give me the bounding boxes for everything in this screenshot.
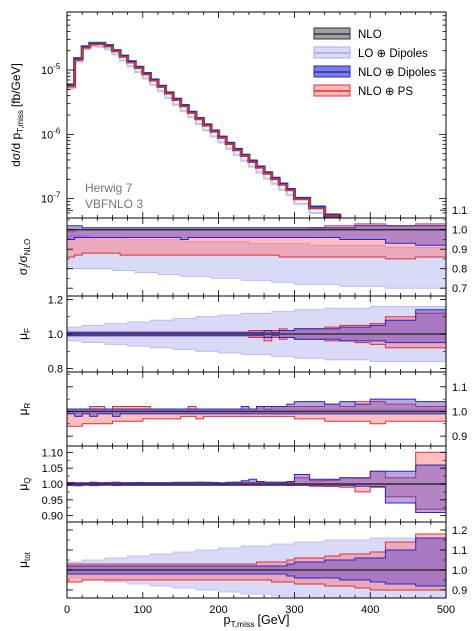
muQ_panel-y-tick-label: 1.00: [42, 479, 63, 491]
legend: NLO LO ⊕ Dipoles NLO ⊕ Dipoles NLO ⊕ PS: [313, 27, 436, 98]
main-annotation: Herwig 7: [85, 181, 133, 195]
ratio_panel-y-label: σi/σNLO: [16, 239, 32, 275]
ratio_panel-y-label-part: σ: [16, 267, 30, 275]
lo-dipoles-band: [67, 537, 446, 598]
mutot_panel: 0.9 1.0 1.1 1.2 μtot: [16, 521, 467, 599]
muF_panel-series: [67, 306, 446, 362]
legend-label: LO ⊕ Dipoles: [358, 48, 428, 60]
mutot_panel-y-label: μtot: [16, 551, 32, 568]
lo-dipoles-band: [67, 235, 446, 289]
x-tick-label: 400: [361, 604, 379, 616]
muQ_panel-y-label: μQ: [16, 477, 32, 490]
main-panel: 10-5 10-6 10-7 dσ/d pT,miss [fb/GeV] Herwig 7…: [9, 11, 447, 219]
mutot_panel-x-ticks: 0 100 200 300 400 500: [64, 522, 455, 616]
mutot_panel-y-tick-label: 1.1: [452, 545, 467, 557]
mutot_panel-y-label-part: tot: [23, 551, 32, 561]
mutot_panel-frame: [66, 521, 447, 599]
main-y-tick-exp: -6: [53, 126, 61, 135]
x-tick-label: 100: [134, 604, 152, 616]
ratio_panel-y-tick-label: 1.1: [452, 205, 467, 217]
ratio_panel-y-tick-label: 1.0: [452, 225, 467, 237]
muF_panel-y-tick-label: 1.2: [48, 294, 63, 306]
mutot_panel-series: [67, 533, 446, 598]
muF_panel-y-tick-label: 0.8: [48, 364, 63, 376]
main-y-label-sub: T,miss: [16, 110, 25, 133]
muQ_panel-y-tick-label: 1.10: [42, 447, 63, 459]
x-axis-label-unit: [GeV]: [258, 613, 290, 627]
muQ_panel: 0.90 0.95 1.00 1.05 1.10 μQ: [16, 445, 447, 523]
muF_panel: 0.8 1.0 1.2 μF: [16, 294, 447, 376]
muR_panel: 0.9 1.0 1.1 μR: [16, 371, 467, 447]
nlo-dipoles-band: [67, 537, 446, 587]
x-tick-label: 300: [285, 604, 303, 616]
main-panel-bg: [67, 12, 446, 218]
lo-dipoles-line: [67, 45, 326, 218]
x-tick-label: 0: [64, 604, 70, 616]
muR_panel-y-label-part: μ: [16, 408, 30, 415]
x-tick-label: 500: [437, 604, 455, 616]
main-y-tick-label: 10-7: [41, 191, 61, 206]
muQ_panel-y-axis: 0.90 0.95 1.00 1.05 1.10: [42, 447, 446, 523]
muQ_panel-y-tick-label: 0.95: [42, 495, 63, 507]
muF_panel-y-label-part: F: [23, 328, 32, 333]
x-axis-label: pT,miss [GeV]: [223, 613, 289, 629]
muR_panel-series: [67, 398, 446, 427]
main-y-label-unit: [fb/GeV]: [9, 63, 23, 107]
nlo-dipoles-band: [67, 464, 446, 513]
muR_panel-y-tick-label: 1.1: [452, 382, 467, 394]
ratio_panel-y-axis: 0.7 0.8 0.9 1.0 1.1: [67, 205, 467, 295]
x-tick-label: 200: [209, 604, 227, 616]
muF_panel-y-tick-label: 1.0: [48, 329, 63, 341]
muF_panel-y-label: μF: [16, 328, 32, 340]
main-y-label-text: dσ/d p: [9, 132, 23, 166]
mutot_panel-y-tick-label: 0.9: [452, 585, 467, 597]
main-y-tick-label: 10-5: [41, 62, 61, 77]
muF_panel-x-ticks: [66, 296, 447, 372]
muQ_panel-series: [67, 451, 446, 513]
muF_panel-y-label-part: μ: [16, 333, 30, 340]
legend-label: NLO: [358, 29, 382, 41]
main-y-tick-label: 10-6: [41, 126, 61, 141]
ratio_panel-y-label-part: /σ: [16, 255, 30, 266]
muR_panel-y-tick-label: 0.9: [452, 431, 467, 443]
legend-label: NLO ⊕ Dipoles: [358, 67, 436, 79]
main-y-tick-exp: -5: [53, 62, 61, 71]
mutot_panel-y-tick-label: 1.0: [452, 565, 467, 577]
muR_panel-y-tick-label: 1.0: [452, 406, 467, 418]
mutot_panel-y-tick-label: 1.2: [452, 525, 467, 537]
mutot_panel-y-axis: 0.9 1.0 1.1 1.2: [67, 525, 467, 597]
main-y-label: dσ/d pT,miss [fb/GeV]: [9, 63, 25, 167]
legend-label: NLO ⊕ PS: [358, 86, 413, 98]
muQ_panel-y-tick-label: 1.05: [42, 463, 63, 475]
main-y-tick-exp: -7: [53, 191, 61, 200]
x-axis-label-sub: T,miss: [230, 619, 254, 629]
x-axis-label-text: p: [223, 613, 230, 627]
ratio_panel-series: [67, 223, 446, 289]
muQ_panel-y-label-part: Q: [23, 477, 32, 483]
nlo-ps-line: [67, 43, 341, 218]
nlo-dipoles-band: [67, 225, 446, 246]
muQ_panel-y-tick-label: 0.90: [42, 511, 63, 523]
mutot_panel-y-label-part: μ: [16, 561, 30, 568]
plot-root: 10-510-610-7dσ/d pT,miss[fb/GeV]Herwig 7…: [9, 11, 467, 629]
muR_panel-y-label: μR: [16, 402, 32, 415]
main-x-ticks: [66, 12, 447, 218]
muR_panel-x-ticks: [66, 372, 447, 446]
ratio_panel-y-tick-label: 0.9: [452, 244, 467, 256]
muQ_panel-y-label-part: μ: [16, 484, 30, 491]
ratio_panel-y-label-part: NLO: [23, 239, 32, 255]
muR_panel-y-label-part: R: [23, 402, 32, 408]
main-annotation: VBFNLO 3: [85, 197, 143, 211]
nlo-ps-band: [67, 533, 446, 591]
muR_panel-y-axis: 0.9 1.0 1.1: [67, 374, 467, 443]
ratio_panel-y-tick-label: 0.7: [452, 283, 467, 295]
ratio_panel: 0.7 0.8 0.9 1.0 1.1 σi/σNLO: [16, 205, 467, 297]
main-series: [67, 41, 342, 218]
muQ_panel-x-ticks: [66, 446, 447, 522]
ratio_panel-y-label-part: i: [23, 266, 32, 268]
ratio_panel-y-tick-label: 0.8: [452, 264, 467, 276]
